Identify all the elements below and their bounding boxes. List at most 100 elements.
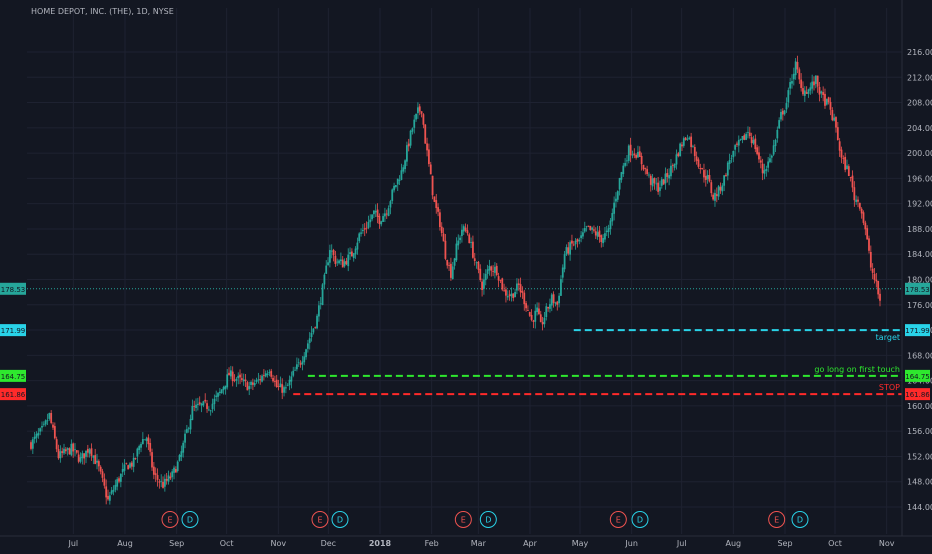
candle-body[interactable]: [829, 101, 832, 110]
earnings-marker[interactable]: [161, 511, 179, 528]
candle-body[interactable]: [538, 308, 540, 315]
candle-body[interactable]: [422, 114, 425, 125]
candle-body[interactable]: [499, 279, 502, 281]
candle-body[interactable]: [277, 386, 280, 387]
candle-body[interactable]: [255, 379, 258, 382]
candle-body[interactable]: [363, 228, 366, 230]
candle-body[interactable]: [44, 420, 47, 425]
candle-body[interactable]: [803, 90, 806, 96]
candle-body[interactable]: [101, 471, 104, 478]
candle-body[interactable]: [635, 154, 638, 158]
candle-body[interactable]: [63, 448, 65, 454]
candle-body[interactable]: [70, 443, 73, 456]
candle-body[interactable]: [715, 194, 718, 196]
candle-body[interactable]: [833, 117, 836, 121]
candle-body[interactable]: [380, 221, 383, 225]
candle-body[interactable]: [158, 481, 161, 483]
candle-body[interactable]: [569, 242, 572, 255]
candle-body[interactable]: [543, 317, 546, 325]
candle-body[interactable]: [455, 243, 458, 261]
candle-body[interactable]: [486, 269, 489, 274]
candle-body[interactable]: [505, 289, 507, 296]
candle-body[interactable]: [385, 213, 388, 215]
candle-body[interactable]: [31, 439, 34, 449]
candle-body[interactable]: [57, 449, 60, 459]
candle-body[interactable]: [822, 92, 825, 95]
candle-body[interactable]: [571, 240, 573, 244]
candle-body[interactable]: [138, 446, 141, 451]
candle-body[interactable]: [52, 424, 54, 428]
candle-body[interactable]: [290, 376, 293, 382]
candle-body[interactable]: [237, 375, 240, 379]
candle-body[interactable]: [811, 81, 814, 89]
candle-body[interactable]: [424, 124, 427, 144]
candle-body[interactable]: [435, 200, 438, 209]
candle-body[interactable]: [347, 254, 350, 267]
candle-body[interactable]: [125, 462, 128, 464]
candle-body[interactable]: [94, 455, 97, 464]
candle-body[interactable]: [578, 239, 581, 242]
candle-body[interactable]: [317, 305, 320, 317]
candle-body[interactable]: [400, 170, 403, 180]
candle-body[interactable]: [728, 159, 731, 164]
candle-body[interactable]: [297, 362, 300, 364]
candle-body[interactable]: [604, 233, 606, 240]
candle-body[interactable]: [653, 177, 656, 184]
candle-body[interactable]: [868, 238, 870, 251]
candle-body[interactable]: [334, 255, 337, 264]
candle-body[interactable]: [281, 384, 284, 393]
candle-body[interactable]: [547, 306, 550, 309]
candle-body[interactable]: [180, 451, 183, 457]
candle-body[interactable]: [193, 406, 196, 408]
candle-body[interactable]: [785, 103, 788, 110]
candle-body[interactable]: [855, 199, 858, 202]
candle-body[interactable]: [791, 81, 793, 84]
candle-body[interactable]: [510, 293, 513, 297]
candle-body[interactable]: [96, 460, 98, 463]
candle-body[interactable]: [369, 219, 372, 223]
candle-body[interactable]: [261, 375, 263, 382]
candle-body[interactable]: [288, 379, 291, 386]
candle-body[interactable]: [273, 380, 276, 382]
candle-body[interactable]: [492, 271, 494, 272]
candle-body[interactable]: [251, 382, 254, 385]
candle-body[interactable]: [343, 261, 346, 267]
candle-body[interactable]: [748, 132, 751, 137]
candle-body[interactable]: [517, 283, 520, 285]
candle-body[interactable]: [450, 263, 452, 278]
candle-body[interactable]: [171, 471, 174, 478]
candle-body[interactable]: [373, 210, 375, 215]
candle-body[interactable]: [433, 196, 436, 202]
candle-body[interactable]: [178, 455, 181, 461]
candle-body[interactable]: [165, 479, 168, 481]
candle-body[interactable]: [613, 202, 616, 214]
candle-body[interactable]: [211, 403, 214, 410]
candle-body[interactable]: [708, 175, 711, 182]
candle-body[interactable]: [587, 225, 590, 227]
candle-body[interactable]: [484, 273, 487, 281]
candle-body[interactable]: [350, 251, 353, 257]
candle-body[interactable]: [103, 478, 106, 486]
candle-body[interactable]: [532, 320, 535, 322]
candle-body[interactable]: [417, 107, 419, 114]
candle-body[interactable]: [118, 478, 120, 482]
candle-body[interactable]: [68, 448, 71, 455]
candle-body[interactable]: [814, 75, 817, 84]
candle-body[interactable]: [534, 310, 537, 322]
candle-body[interactable]: [143, 439, 146, 441]
candle-body[interactable]: [204, 399, 207, 402]
candle-body[interactable]: [847, 166, 850, 177]
candle-body[interactable]: [556, 301, 559, 305]
candle-body[interactable]: [596, 232, 599, 237]
candle-body[interactable]: [121, 468, 124, 473]
candle-body[interactable]: [877, 280, 880, 295]
candle-body[interactable]: [314, 327, 317, 329]
candle-body[interactable]: [182, 442, 185, 453]
candle-body[interactable]: [633, 153, 636, 156]
candle-body[interactable]: [420, 111, 423, 114]
candle-body[interactable]: [384, 213, 386, 217]
candle-body[interactable]: [684, 137, 687, 140]
candle-body[interactable]: [525, 303, 527, 309]
candle-body[interactable]: [615, 198, 617, 202]
